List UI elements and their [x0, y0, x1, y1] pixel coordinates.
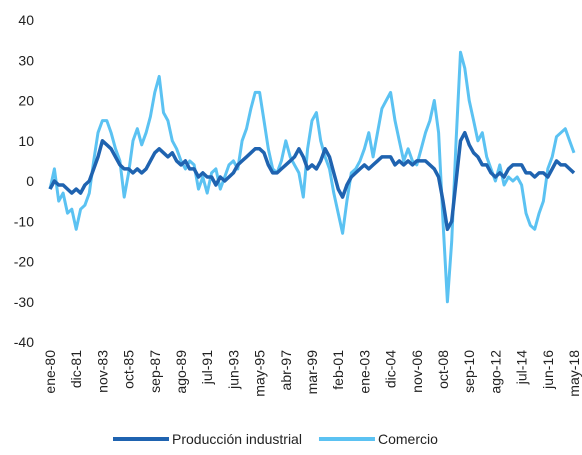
- x-tick-label: dic-81: [68, 350, 84, 388]
- line-series: [48, 130, 576, 232]
- y-tick-label: 40: [18, 12, 34, 28]
- x-tick-label: nov-06: [409, 350, 425, 393]
- x-tick-label: ene-80: [42, 350, 58, 394]
- y-tick-label: -20: [14, 254, 34, 270]
- x-tick-label: jul-91: [199, 350, 215, 385]
- x-tick-label: jun-16: [540, 350, 556, 390]
- x-tick-label: oct-85: [121, 350, 137, 389]
- y-tick-label: 30: [18, 52, 34, 68]
- y-tick-label: -10: [14, 213, 34, 229]
- y-tick-label: 20: [18, 93, 34, 109]
- x-tick-label: ago-12: [487, 350, 503, 394]
- x-tick-label: may-95: [252, 350, 268, 397]
- x-tick-label: ago-89: [173, 350, 189, 394]
- y-tick-label: 10: [18, 133, 34, 149]
- y-tick-label: -40: [14, 334, 34, 350]
- legend-label: Comercio: [378, 431, 438, 447]
- x-tick-label: jun-93: [225, 350, 241, 390]
- x-tick-label: ene-03: [356, 350, 372, 394]
- y-tick-label: -30: [14, 294, 34, 310]
- x-tick-label: jul-14: [514, 350, 530, 385]
- x-tick-label: abr-97: [278, 350, 294, 391]
- x-tick-label: nov-83: [94, 350, 110, 393]
- x-tick-label: sep-87: [147, 350, 163, 393]
- legend-label: Producción industrial: [172, 431, 302, 447]
- x-tick-label: sep-10: [461, 350, 477, 393]
- x-tick-label: mar-99: [304, 350, 320, 395]
- y-tick-label: 0: [26, 173, 34, 189]
- x-tick-label: dic-04: [383, 350, 399, 388]
- x-tick-label: may-18: [566, 350, 582, 397]
- x-tick-label: feb-01: [330, 350, 346, 390]
- x-tick-label: oct-08: [435, 350, 451, 389]
- line-series: [48, 50, 576, 304]
